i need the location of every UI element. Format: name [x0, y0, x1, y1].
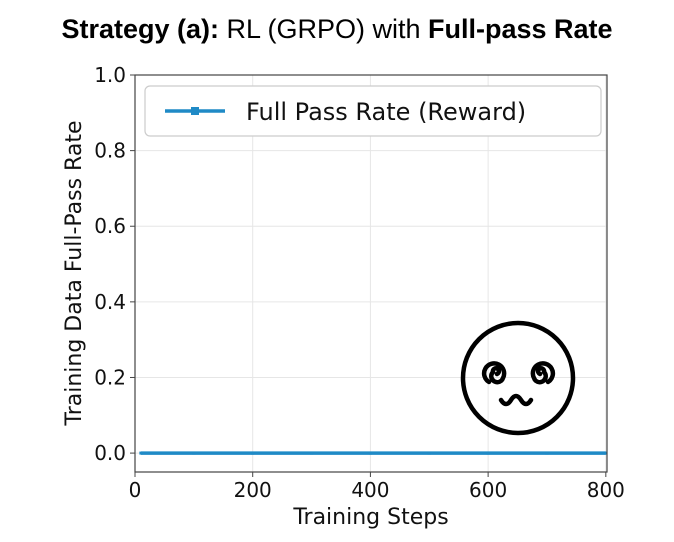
figure-title: Strategy (a): RL (GRPO) with Full-pass R…	[0, 14, 674, 45]
legend: Full Pass Rate (Reward)	[144, 85, 602, 137]
legend-label: Full Pass Rate (Reward)	[246, 98, 526, 126]
y-tick-label: 1.0	[94, 63, 126, 87]
data-point	[604, 451, 608, 455]
y-tick-label: 0.6	[94, 214, 126, 238]
y-tick-label: 0.0	[94, 441, 126, 465]
data-point	[192, 451, 196, 455]
data-point	[251, 451, 255, 455]
data-point	[545, 451, 549, 455]
x-tick-label: 400	[351, 478, 389, 502]
x-tick-label: 200	[234, 478, 272, 502]
y-tick-label: 0.2	[94, 365, 126, 389]
y-tick-label: 0.8	[94, 139, 126, 163]
x-tick-label: 0	[129, 478, 142, 502]
x-axis-label: Training Steps	[292, 505, 448, 530]
series-layer	[139, 451, 608, 455]
data-point	[139, 451, 143, 455]
y-tick-label: 0.4	[94, 290, 126, 314]
x-tick-label: 600	[469, 478, 507, 502]
data-point	[368, 451, 372, 455]
dizzy-face-icon	[460, 320, 576, 436]
axis-ticks: 0 200 400 600 800 0.0 0.2 0.4 0.6 0.8 1.0	[94, 63, 625, 502]
data-point	[310, 451, 314, 455]
title-bold-prefix: Strategy (a):	[61, 14, 219, 44]
x-tick-label: 800	[587, 478, 625, 502]
title-middle: RL (GRPO) with	[218, 14, 428, 44]
data-point	[486, 451, 490, 455]
y-axis-label: Training Data Full-Pass Rate	[62, 120, 87, 426]
gridlines	[134, 74, 607, 472]
plot-frame	[134, 74, 608, 473]
data-point	[427, 451, 431, 455]
legend-marker-swatch	[191, 107, 199, 115]
title-bold-suffix: Full-pass Rate	[428, 14, 613, 44]
